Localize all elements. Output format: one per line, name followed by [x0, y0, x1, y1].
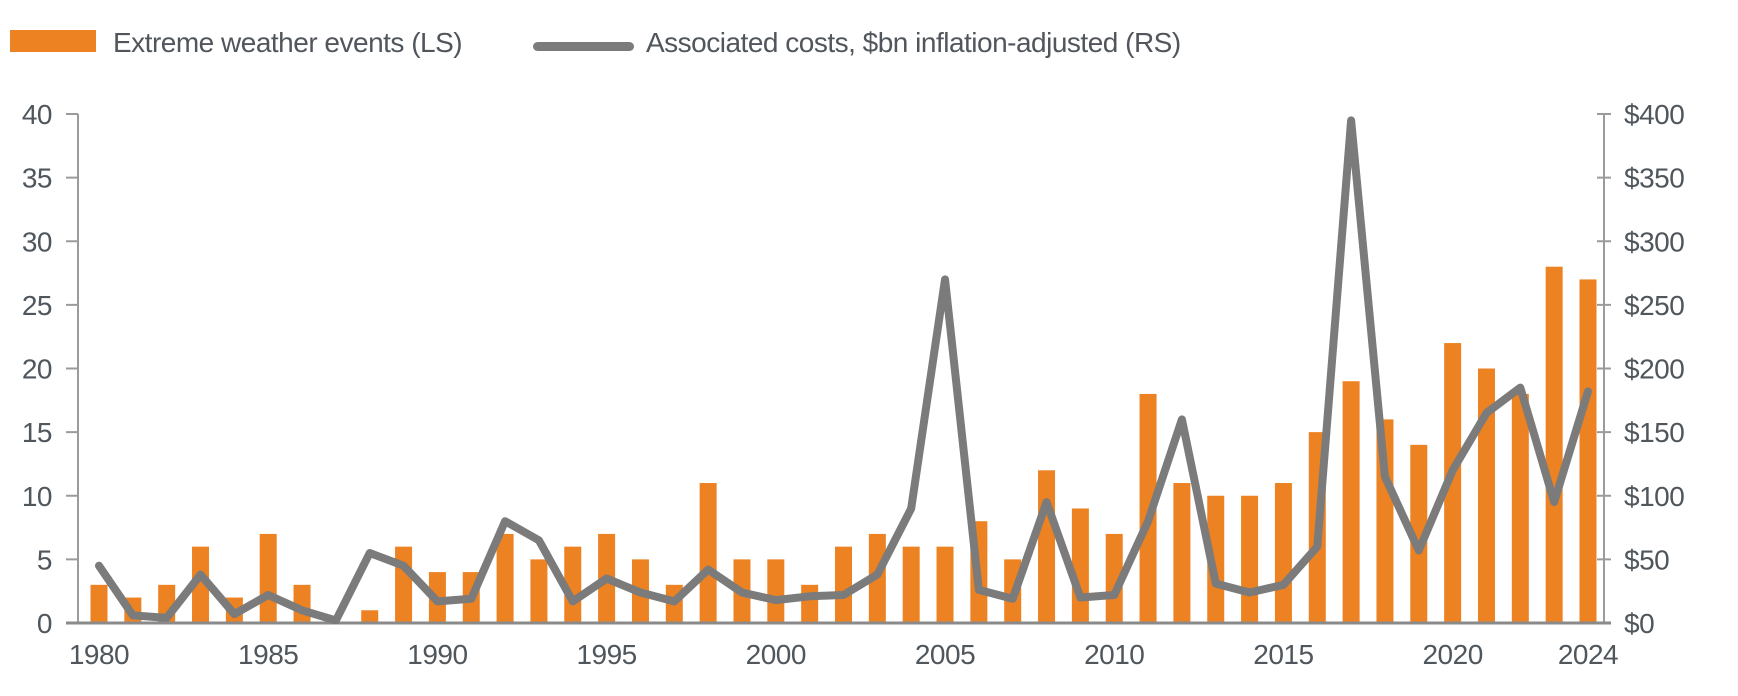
legend: Extreme weather events (LS) Associated c… — [0, 0, 1738, 70]
bar-2011 — [1139, 393, 1157, 623]
left-axis-tick-label: 30 — [22, 226, 52, 257]
right-axis-tick-label: $100 — [1624, 481, 1684, 512]
right-axis-tick-label: $200 — [1624, 354, 1684, 385]
left-axis-tick-label: 0 — [37, 608, 52, 639]
right-axis-tick-label: $0 — [1624, 608, 1654, 639]
right-axis-tick-label: $400 — [1624, 99, 1684, 130]
bar-2012 — [1173, 483, 1191, 623]
costs-legend-swatch — [533, 42, 634, 51]
events-legend-swatch — [10, 30, 96, 52]
x-axis-tick-label: 2020 — [1422, 639, 1482, 670]
right-axis-tick-label: $300 — [1624, 226, 1684, 257]
bar-2010 — [1105, 533, 1123, 623]
bar-2013 — [1207, 495, 1225, 623]
bar-1992 — [496, 533, 514, 623]
left-axis-tick-label: 15 — [22, 417, 52, 448]
costs-legend-label: Associated costs, $bn inflation-adjusted… — [646, 27, 1181, 58]
bar-2002 — [835, 546, 852, 623]
bar-1998 — [699, 483, 717, 623]
x-axis-tick-label: 1980 — [69, 639, 129, 670]
left-axis-tick-label: 5 — [37, 544, 52, 575]
bar-2021 — [1477, 368, 1495, 623]
events-legend-label: Extreme weather events (LS) — [113, 27, 463, 58]
bar-2009 — [1071, 508, 1089, 623]
bar-2022 — [1511, 393, 1529, 623]
left-axis-tick-label: 40 — [22, 99, 52, 130]
bar-2005 — [936, 546, 954, 623]
x-axis-tick-label: 1985 — [238, 639, 298, 670]
bar-1993 — [530, 559, 548, 623]
x-axis-tick-label: 1995 — [576, 639, 636, 670]
bar-1994 — [564, 546, 582, 623]
right-axis-tick-label: $50 — [1624, 544, 1669, 575]
bar-2000 — [767, 559, 785, 623]
bar-1988 — [361, 610, 379, 623]
bar-2024 — [1579, 279, 1597, 623]
bar-2023 — [1545, 266, 1563, 623]
bar-2017 — [1342, 381, 1360, 623]
bar-2014 — [1241, 495, 1259, 623]
bar-2020 — [1444, 343, 1462, 623]
bar-2001 — [801, 584, 819, 623]
x-axis-tick-label: 2010 — [1084, 639, 1144, 670]
bar-2015 — [1274, 483, 1292, 623]
bar-2019 — [1410, 444, 1428, 623]
x-axis-tick-label: 1990 — [407, 639, 467, 670]
left-axis-tick-label: 35 — [22, 163, 52, 194]
right-axis-tick-label: $350 — [1624, 163, 1684, 194]
x-axis-tick-label: 2000 — [746, 639, 806, 670]
bar-1985 — [259, 533, 277, 623]
bar-1989 — [395, 546, 413, 623]
left-axis-tick-label: 25 — [22, 290, 52, 321]
bar-2008 — [1038, 470, 1056, 623]
bar-1980 — [90, 584, 108, 623]
costs-line — [95, 116, 1592, 625]
x-axis-tick-label: 2005 — [915, 639, 975, 670]
left-axis-tick-label: 10 — [22, 481, 52, 512]
right-axis-tick-label: $250 — [1624, 290, 1684, 321]
bar-2004 — [902, 546, 920, 623]
right-axis-tick-label: $150 — [1624, 417, 1684, 448]
x-axis-tick-label: 2024 — [1558, 639, 1618, 670]
left-axis-tick-label: 20 — [22, 354, 52, 385]
x-axis-tick-label: 2015 — [1253, 639, 1313, 670]
bar-1983 — [192, 546, 210, 623]
